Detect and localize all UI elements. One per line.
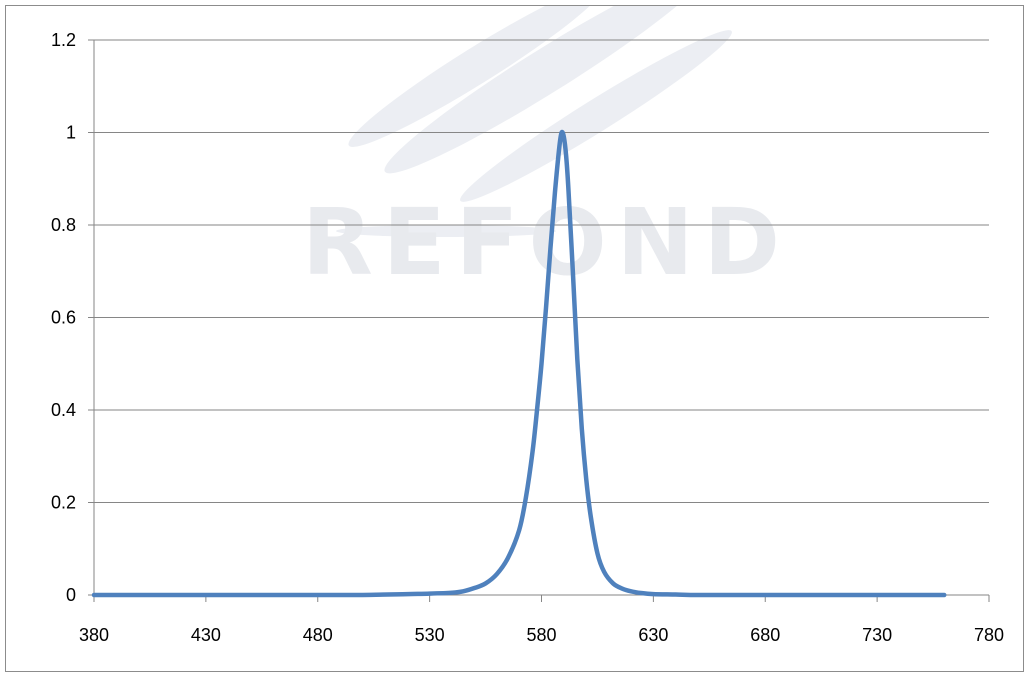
watermark: REFOND [302,6,790,296]
x-axis-tick-labels: 380 430 480 530 580 630 680 730 780 [79,625,1004,645]
y-tick-label: 0 [66,585,76,605]
x-tick-label: 430 [191,625,221,645]
y-axis-tick-labels: 0 0.2 0.4 0.6 0.8 1 1.2 [51,30,76,605]
y-tick-label: 1 [66,123,76,143]
grid-lines [94,39,989,503]
x-tick-label: 630 [638,625,668,645]
spectrum-chart: REFOND 0 0.2 0.4 0.6 0.8 1 1.2 380 430 480 530 580… [51,6,1004,645]
y-tick-label: 0.8 [51,215,76,235]
axes [88,39,990,602]
series-layer [91,129,947,598]
y-tick-label: 0.2 [51,493,76,513]
watermark-swoosh [348,6,604,147]
watermark-swoosh [384,6,708,174]
x-tick-label: 480 [303,625,333,645]
watermark-swoosh [336,225,556,237]
x-tick-label: 580 [526,625,556,645]
x-tick-label: 780 [974,625,1004,645]
watermark-text: REFOND [302,189,790,296]
y-tick-label: 1.2 [51,30,76,50]
x-tick-label: 530 [415,625,445,645]
x-tick-label: 380 [79,625,109,645]
chart-area: REFOND 0 0.2 0.4 0.6 0.8 1 1.2 380 430 480 530 580… [5,5,1024,672]
series-line [91,129,947,598]
x-tick-label: 730 [862,625,892,645]
y-tick-label: 0.6 [51,308,76,328]
y-tick-label: 0.4 [51,400,76,420]
watermark-swoosh [460,30,732,202]
x-tick-label: 680 [750,625,780,645]
